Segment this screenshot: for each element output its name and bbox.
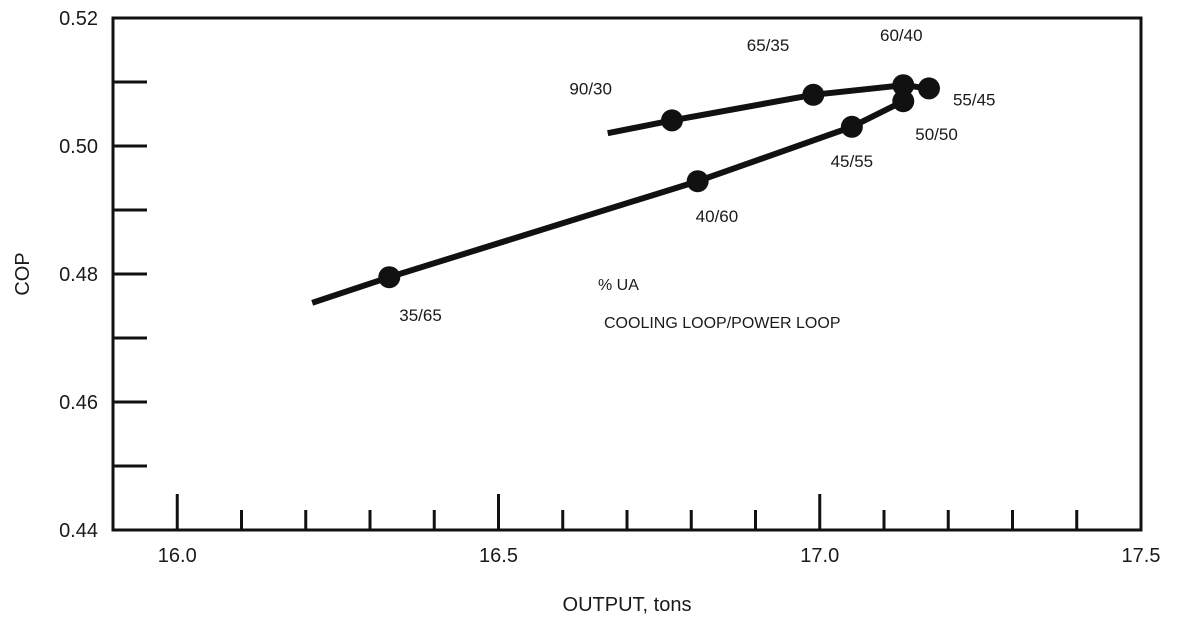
data-point-marker — [686, 170, 709, 193]
series-lines-group — [311, 82, 930, 306]
annotation-ua: % UA — [598, 277, 639, 294]
y-tick-label: 0.50 — [59, 136, 98, 158]
y-tick-label: 0.46 — [59, 392, 98, 414]
data-point-label: 35/65 — [399, 306, 442, 325]
x-tick-label: 17.0 — [800, 545, 839, 567]
data-point-label: 90/30 — [569, 79, 612, 98]
data-point-label: 45/55 — [831, 152, 874, 171]
data-point-marker — [917, 77, 940, 100]
y-axis-title: COP — [12, 252, 34, 295]
data-point-label: 55/45 — [953, 90, 996, 109]
ticks-group — [113, 80, 1079, 530]
y-tick-label: 0.48 — [59, 264, 98, 286]
series-2-line — [311, 92, 912, 306]
data-point-label: 65/35 — [747, 36, 790, 55]
y-tick-label: 0.44 — [59, 520, 98, 542]
x-axis-title: OUTPUT, tons — [563, 594, 692, 616]
annotation-loops: COOLING LOOP/POWER LOOP — [604, 315, 841, 332]
x-tick-label: 16.5 — [479, 545, 518, 567]
x-tick-label: 17.5 — [1122, 545, 1161, 567]
tick-labels-group: 16.0 16.5 17.0 17.5 0.44 0.46 0.48 0.50 0.52 — [59, 8, 1160, 567]
data-point-label: 50/50 — [915, 125, 958, 144]
data-point-marker — [802, 83, 825, 106]
markers-group — [378, 74, 940, 289]
data-point-label: 60/40 — [880, 26, 923, 45]
data-point-label: 40/60 — [696, 207, 739, 226]
data-point-marker — [892, 90, 915, 113]
y-tick-label: 0.52 — [59, 8, 98, 30]
data-point-marker — [660, 109, 683, 132]
point-labels-group: 90/30 65/35 60/40 55/45 35/65 40/60 45/55 50/50 — [399, 26, 995, 325]
x-tick-label: 16.0 — [158, 545, 197, 567]
data-point-marker — [892, 74, 915, 97]
data-point-marker — [840, 115, 863, 138]
data-point-marker — [378, 266, 401, 289]
